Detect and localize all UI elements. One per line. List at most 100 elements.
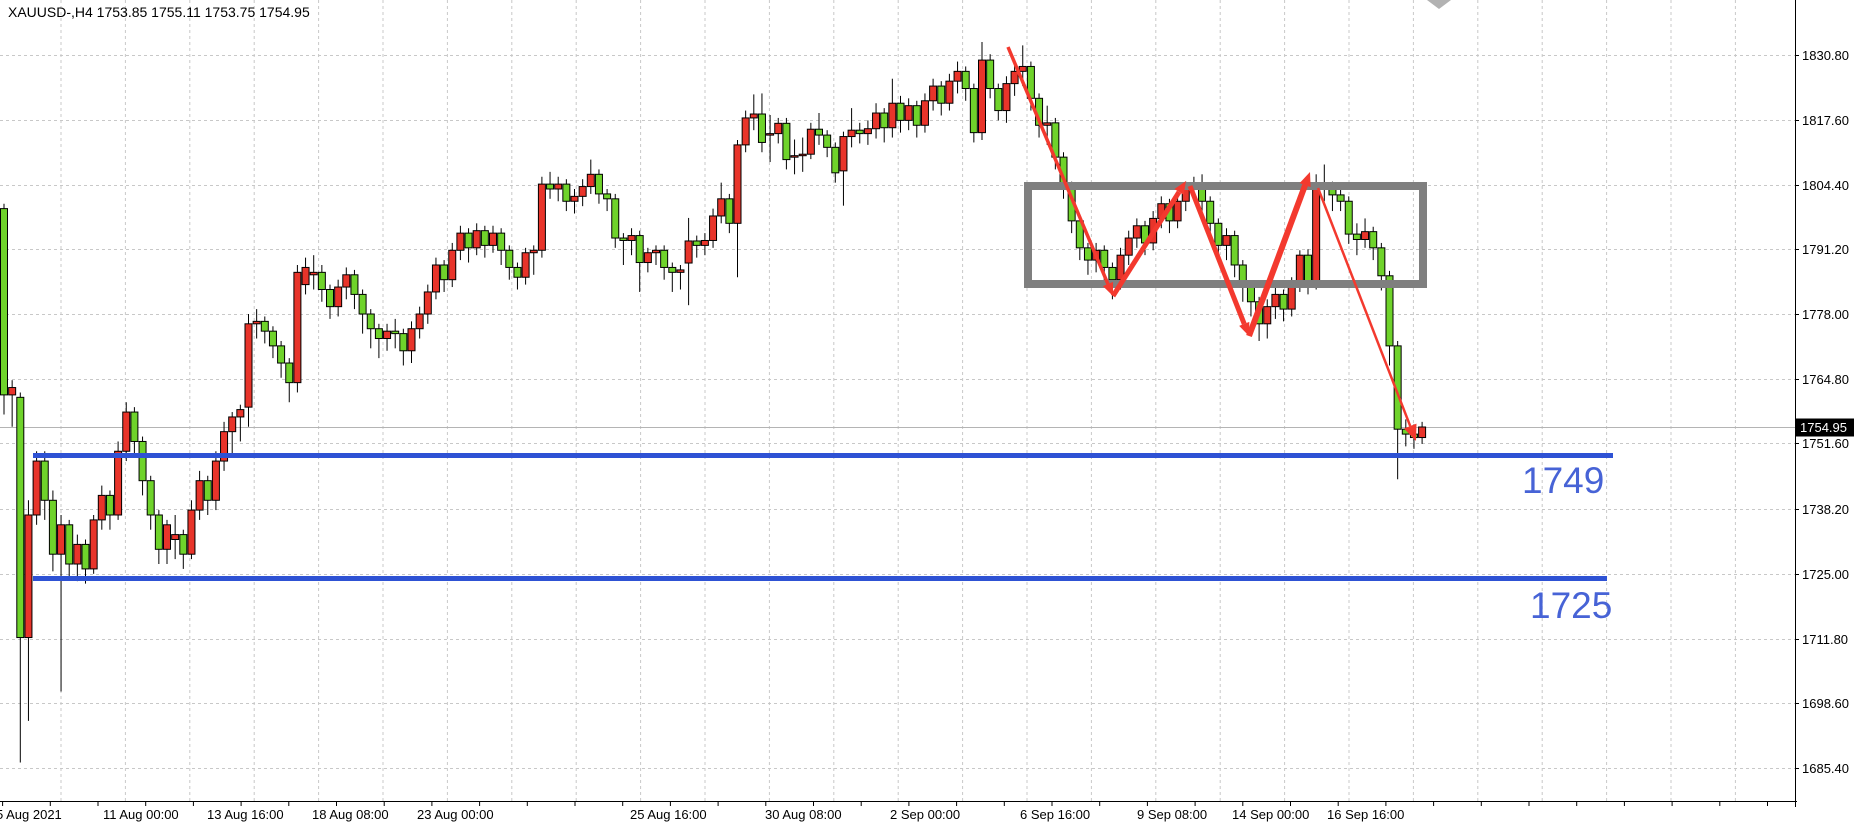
candle-body <box>863 128 872 135</box>
candle-body <box>456 232 465 251</box>
candle-body <box>537 183 546 251</box>
candle-body <box>945 80 954 104</box>
candle <box>16 392 25 763</box>
current-price-tag <box>1796 418 1854 437</box>
candle <box>179 529 188 569</box>
time-axis-label: 9 Sep 08:00 <box>1137 807 1207 822</box>
candle-body <box>1043 122 1052 126</box>
candle <box>472 223 481 256</box>
candle-body <box>603 193 612 200</box>
trend-arrow-shaft[interactable] <box>1006 46 1110 285</box>
candle <box>994 83 1003 121</box>
trend-arrow-head[interactable] <box>1174 181 1186 195</box>
candle-body <box>692 240 701 246</box>
price-axis-label: 1711.80 <box>1802 632 1848 647</box>
candle <box>431 257 440 300</box>
time-axis-label: 25 Aug 16:00 <box>630 807 707 822</box>
candle <box>806 122 815 160</box>
candle-body <box>725 198 734 224</box>
candle-body <box>652 249 660 254</box>
trend-arrow-shaft[interactable] <box>1246 184 1308 338</box>
candle-body <box>464 232 473 249</box>
candle <box>1132 218 1141 248</box>
candle <box>195 470 204 520</box>
candle-body <box>700 239 709 246</box>
price-axis-label: 1804.40 <box>1802 178 1849 193</box>
candle <box>757 93 766 153</box>
time-axis-label: 30 Aug 08:00 <box>765 807 842 822</box>
candle-body <box>122 411 131 452</box>
candle-body <box>733 144 742 224</box>
candle-body <box>741 117 750 146</box>
candle-body <box>342 274 351 288</box>
candle-body <box>929 85 938 102</box>
trend-arrow-shaft[interactable] <box>1110 190 1182 298</box>
candle-body <box>1222 235 1231 246</box>
candle <box>480 225 489 258</box>
candle-body <box>1377 247 1386 277</box>
candle-body <box>774 122 783 135</box>
candle-body <box>1230 235 1239 266</box>
candle <box>163 519 171 565</box>
candle-body <box>505 249 514 268</box>
candle-body <box>668 266 677 273</box>
trend-arrow-head[interactable] <box>1239 321 1250 336</box>
candle-body <box>317 271 326 290</box>
trend-arrow-shaft[interactable] <box>1316 187 1412 427</box>
candle <box>211 451 220 511</box>
candle-body <box>1263 306 1272 325</box>
candle <box>358 289 367 334</box>
drawn-objects-layer[interactable]: 1749 1725 <box>33 0 1613 626</box>
candle-body <box>1206 200 1215 224</box>
candle <box>684 217 693 306</box>
candle <box>489 225 497 253</box>
candle-body <box>578 186 587 197</box>
candle-body <box>782 122 791 161</box>
candle-body <box>415 313 424 330</box>
candle-body <box>114 450 123 516</box>
consolidation-rectangle[interactable] <box>1024 182 1427 288</box>
candle <box>252 309 261 339</box>
candle <box>1230 230 1239 278</box>
time-axis-label: 16 Sep 16:00 <box>1327 807 1404 822</box>
candle-body <box>969 88 978 134</box>
candle <box>546 171 555 199</box>
candle <box>415 306 424 339</box>
candle <box>986 54 995 99</box>
candle-body <box>244 323 253 408</box>
candle <box>1263 299 1272 339</box>
candle-body <box>195 480 204 511</box>
candle-body <box>203 480 212 501</box>
candle-body <box>8 387 17 396</box>
candle <box>374 323 383 359</box>
trend-arrow-head[interactable] <box>1102 281 1113 296</box>
trend-arrow-head[interactable] <box>1403 423 1417 441</box>
trend-arrow-head[interactable] <box>1299 172 1311 188</box>
candle-body <box>978 59 986 134</box>
grid-layer <box>0 0 1795 801</box>
candle <box>1352 223 1361 256</box>
candle <box>937 81 946 116</box>
candle-body <box>798 153 807 157</box>
candle-body <box>635 235 644 264</box>
candle <box>57 514 66 692</box>
candle-body <box>1352 233 1361 240</box>
candle-body <box>1385 275 1394 347</box>
candle-body <box>89 519 98 570</box>
candle-body <box>570 195 579 202</box>
candle-body <box>48 499 57 555</box>
candle <box>154 510 163 565</box>
candle <box>815 113 823 145</box>
candle-body <box>684 240 693 264</box>
candle-body <box>431 264 440 293</box>
candle <box>554 176 563 202</box>
time-axis-label: 18 Aug 08:00 <box>312 807 389 822</box>
candle-body <box>81 543 90 570</box>
trend-arrow-shaft[interactable] <box>1187 185 1247 325</box>
candle-body <box>790 155 799 158</box>
price-axis-label: 1817.60 <box>1802 113 1849 128</box>
candle <box>603 189 612 212</box>
